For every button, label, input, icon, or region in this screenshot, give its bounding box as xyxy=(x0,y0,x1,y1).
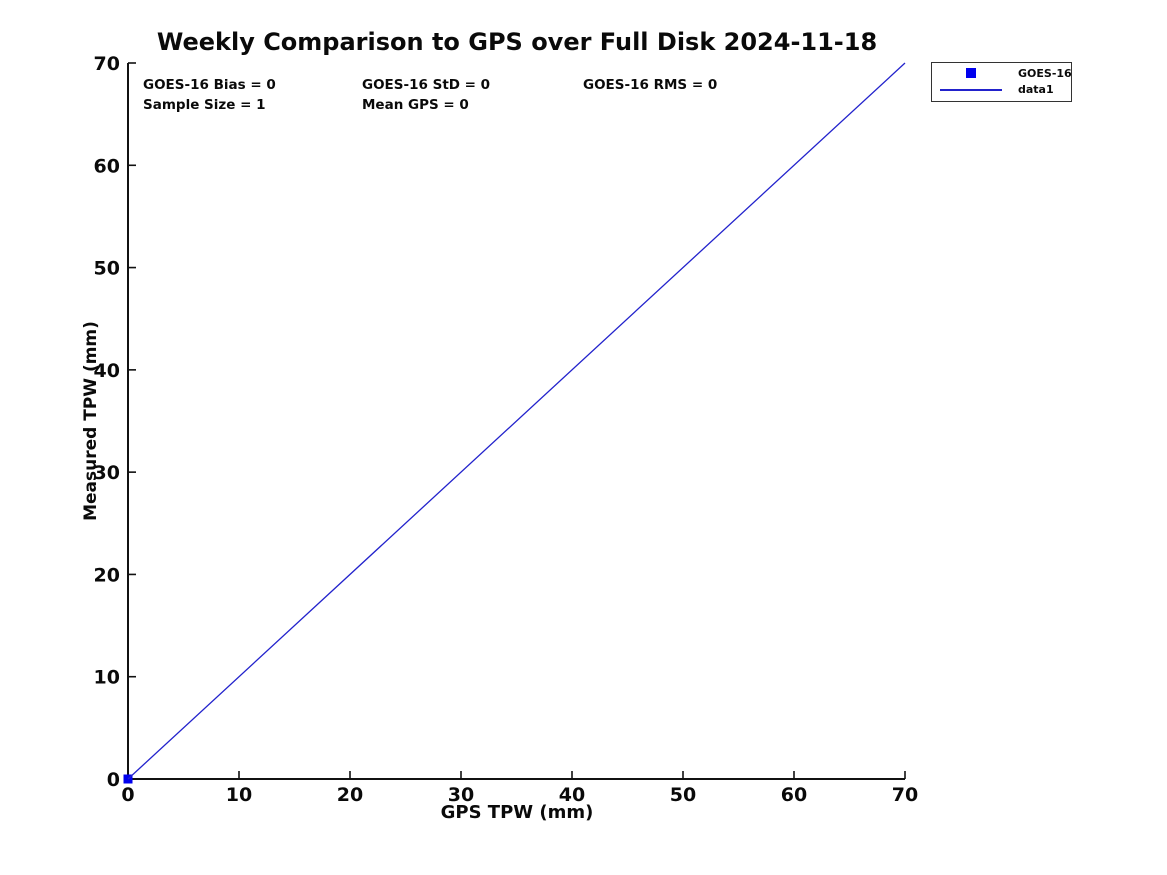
y-tick-label: 50 xyxy=(94,258,120,280)
x-tick-label: 70 xyxy=(892,784,918,806)
annotation-bias: GOES-16 Bias = 0 xyxy=(143,77,276,93)
y-tick-label: 40 xyxy=(94,360,120,382)
y-tick-label: 30 xyxy=(94,462,120,484)
legend-label-goes16: GOES-16 xyxy=(1018,66,1072,80)
x-tick-label: 10 xyxy=(226,784,252,806)
x-tick-label: 0 xyxy=(121,784,134,806)
legend-label-data1: data1 xyxy=(1018,83,1054,97)
y-axis-label-text: Measured TPW (mm) xyxy=(81,321,101,521)
legend-item-data1: data1 xyxy=(938,82,1067,98)
y-tick-label: 0 xyxy=(107,769,120,791)
legend-swatch-area xyxy=(938,88,1004,91)
y-tick-label: 10 xyxy=(94,667,120,689)
chart-title: Weekly Comparison to GPS over Full Disk … xyxy=(156,28,878,56)
legend-marker-square-icon xyxy=(966,68,976,79)
x-tick-label: 20 xyxy=(337,784,363,806)
x-axis-label: GPS TPW (mm) xyxy=(440,802,594,823)
legend: GOES-16 data1 xyxy=(931,62,1072,102)
y-tick-label: 70 xyxy=(94,53,120,75)
annotation-sample-size: Sample Size = 1 xyxy=(143,97,266,113)
x-tick-label: 30 xyxy=(448,784,474,806)
y-tick-label: 20 xyxy=(94,564,120,586)
y-tick-label: 60 xyxy=(94,155,120,177)
x-tick-label: 40 xyxy=(559,784,585,806)
annotation-mean-gps: Mean GPS = 0 xyxy=(362,97,469,113)
annotation-rms: GOES-16 RMS = 0 xyxy=(583,77,718,93)
series-line-data1 xyxy=(127,62,906,780)
x-tick-label: 50 xyxy=(670,784,696,806)
legend-item-goes16: GOES-16 xyxy=(938,65,1072,81)
x-tick-label: 60 xyxy=(781,784,807,806)
annotation-std: GOES-16 StD = 0 xyxy=(362,77,491,93)
legend-swatch-area xyxy=(938,68,1004,79)
legend-line-icon xyxy=(940,88,1002,91)
